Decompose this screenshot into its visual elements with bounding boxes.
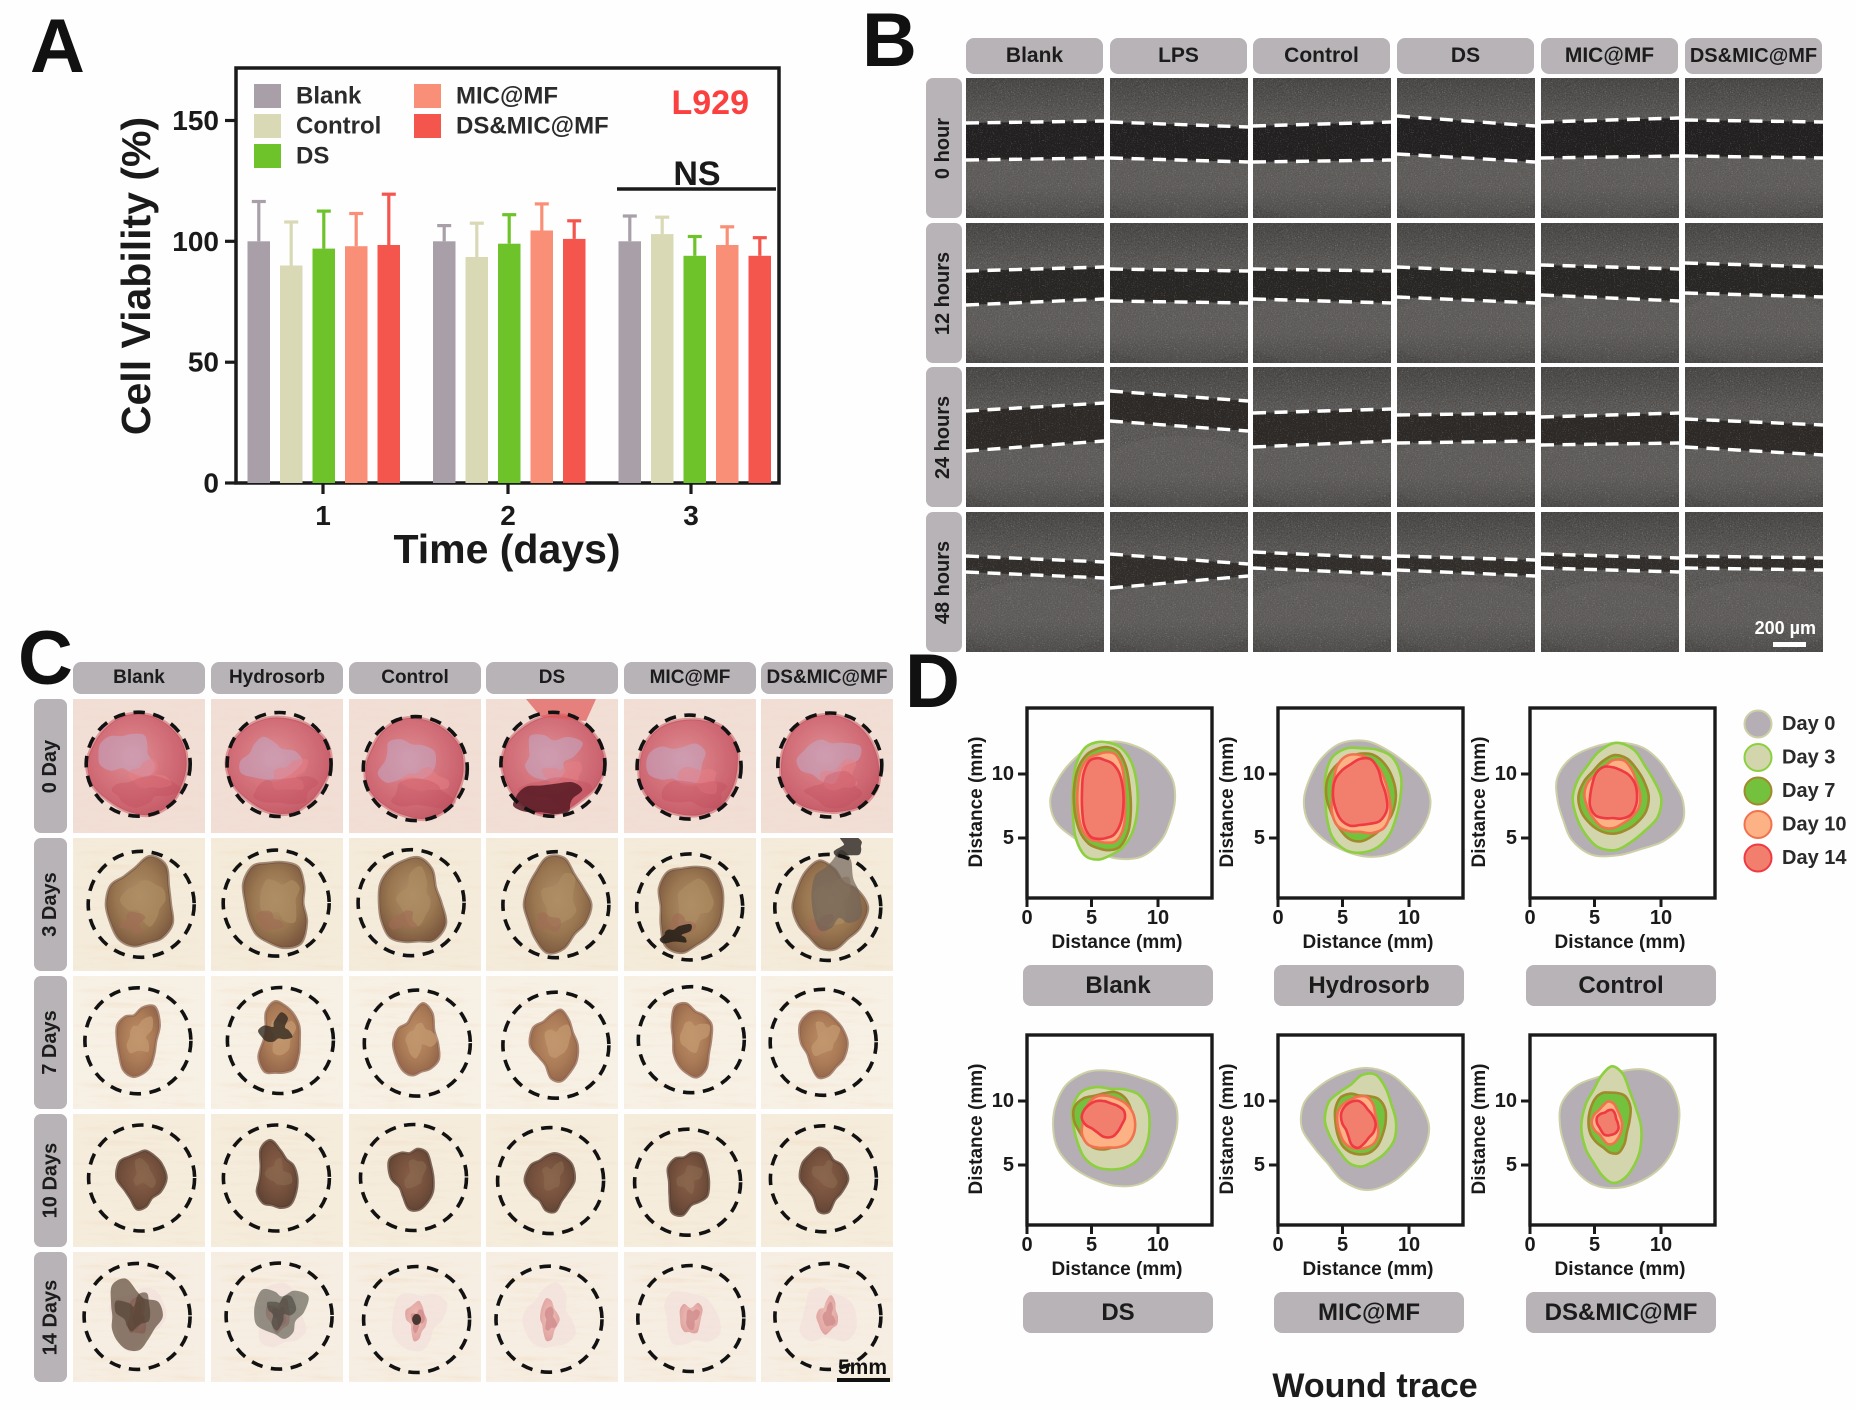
svg-text:10: 10 — [1147, 907, 1169, 929]
svg-text:150: 150 — [172, 105, 219, 136]
svg-text:0: 0 — [1524, 907, 1535, 929]
svg-text:5: 5 — [1254, 1154, 1265, 1176]
svg-text:Day 3: Day 3 — [1782, 747, 1835, 769]
svg-text:10: 10 — [992, 763, 1014, 785]
svg-text:Distance (mm): Distance (mm) — [966, 1064, 987, 1195]
svg-text:Blank: Blank — [296, 83, 362, 110]
svg-text:10: 10 — [1495, 1090, 1517, 1112]
svg-text:5: 5 — [1086, 907, 1097, 929]
svg-text:Distance (mm): Distance (mm) — [1555, 1259, 1686, 1280]
svg-text:0: 0 — [1272, 907, 1283, 929]
svg-text:5: 5 — [1589, 1234, 1600, 1256]
svg-text:NS: NS — [673, 155, 720, 193]
svg-text:L929: L929 — [672, 84, 750, 122]
svg-text:Cell Viability (%): Cell Viability (%) — [113, 117, 159, 435]
svg-text:5mm: 5mm — [838, 1356, 887, 1379]
svg-text:Distance (mm): Distance (mm) — [1052, 1259, 1183, 1280]
svg-text:2: 2 — [500, 500, 516, 531]
svg-text:5: 5 — [1506, 827, 1517, 849]
svg-text:Distance (mm): Distance (mm) — [1052, 932, 1183, 953]
svg-text:5: 5 — [1506, 1154, 1517, 1176]
svg-text:Control: Control — [296, 113, 381, 140]
svg-text:0: 0 — [203, 468, 219, 499]
svg-text:10: 10 — [1398, 907, 1420, 929]
svg-text:Time (days): Time (days) — [393, 526, 620, 572]
svg-text:100: 100 — [172, 226, 219, 257]
svg-text:10: 10 — [1650, 907, 1672, 929]
svg-text:Distance (mm): Distance (mm) — [1217, 737, 1238, 868]
svg-text:Day 14: Day 14 — [1782, 847, 1847, 869]
svg-text:0: 0 — [1021, 1234, 1032, 1256]
svg-text:0: 0 — [1524, 1234, 1535, 1256]
svg-text:10: 10 — [992, 1090, 1014, 1112]
svg-text:5: 5 — [1086, 1234, 1097, 1256]
svg-text:10: 10 — [1650, 1234, 1672, 1256]
svg-text:Day 0: Day 0 — [1782, 713, 1835, 735]
svg-text:0: 0 — [1021, 907, 1032, 929]
svg-text:Distance (mm): Distance (mm) — [1555, 932, 1686, 953]
svg-text:10: 10 — [1243, 1090, 1265, 1112]
svg-text:3: 3 — [683, 500, 699, 531]
svg-text:Distance (mm): Distance (mm) — [1469, 737, 1490, 868]
svg-text:10: 10 — [1495, 763, 1517, 785]
svg-text:Day 10: Day 10 — [1782, 814, 1847, 836]
svg-text:Day 7: Day 7 — [1782, 780, 1835, 802]
svg-text:Distance (mm): Distance (mm) — [1217, 1064, 1238, 1195]
svg-text:50: 50 — [188, 347, 219, 378]
svg-text:Distance (mm): Distance (mm) — [1303, 1259, 1434, 1280]
svg-text:5: 5 — [1003, 1154, 1014, 1176]
svg-text:Distance (mm): Distance (mm) — [1303, 932, 1434, 953]
svg-text:200 µm: 200 µm — [1755, 618, 1816, 638]
svg-text:5: 5 — [1337, 1234, 1348, 1256]
svg-text:DS&MIC@MF: DS&MIC@MF — [456, 113, 609, 140]
svg-text:5: 5 — [1003, 827, 1014, 849]
svg-text:Distance (mm): Distance (mm) — [966, 737, 987, 868]
svg-text:10: 10 — [1243, 763, 1265, 785]
svg-text:10: 10 — [1398, 1234, 1420, 1256]
svg-text:5: 5 — [1254, 827, 1265, 849]
svg-text:0: 0 — [1272, 1234, 1283, 1256]
svg-text:Distance (mm): Distance (mm) — [1469, 1064, 1490, 1195]
svg-text:1: 1 — [315, 500, 331, 531]
svg-text:DS: DS — [296, 143, 329, 170]
svg-text:5: 5 — [1337, 907, 1348, 929]
svg-text:5: 5 — [1589, 907, 1600, 929]
svg-text:10: 10 — [1147, 1234, 1169, 1256]
svg-text:MIC@MF: MIC@MF — [456, 83, 558, 110]
